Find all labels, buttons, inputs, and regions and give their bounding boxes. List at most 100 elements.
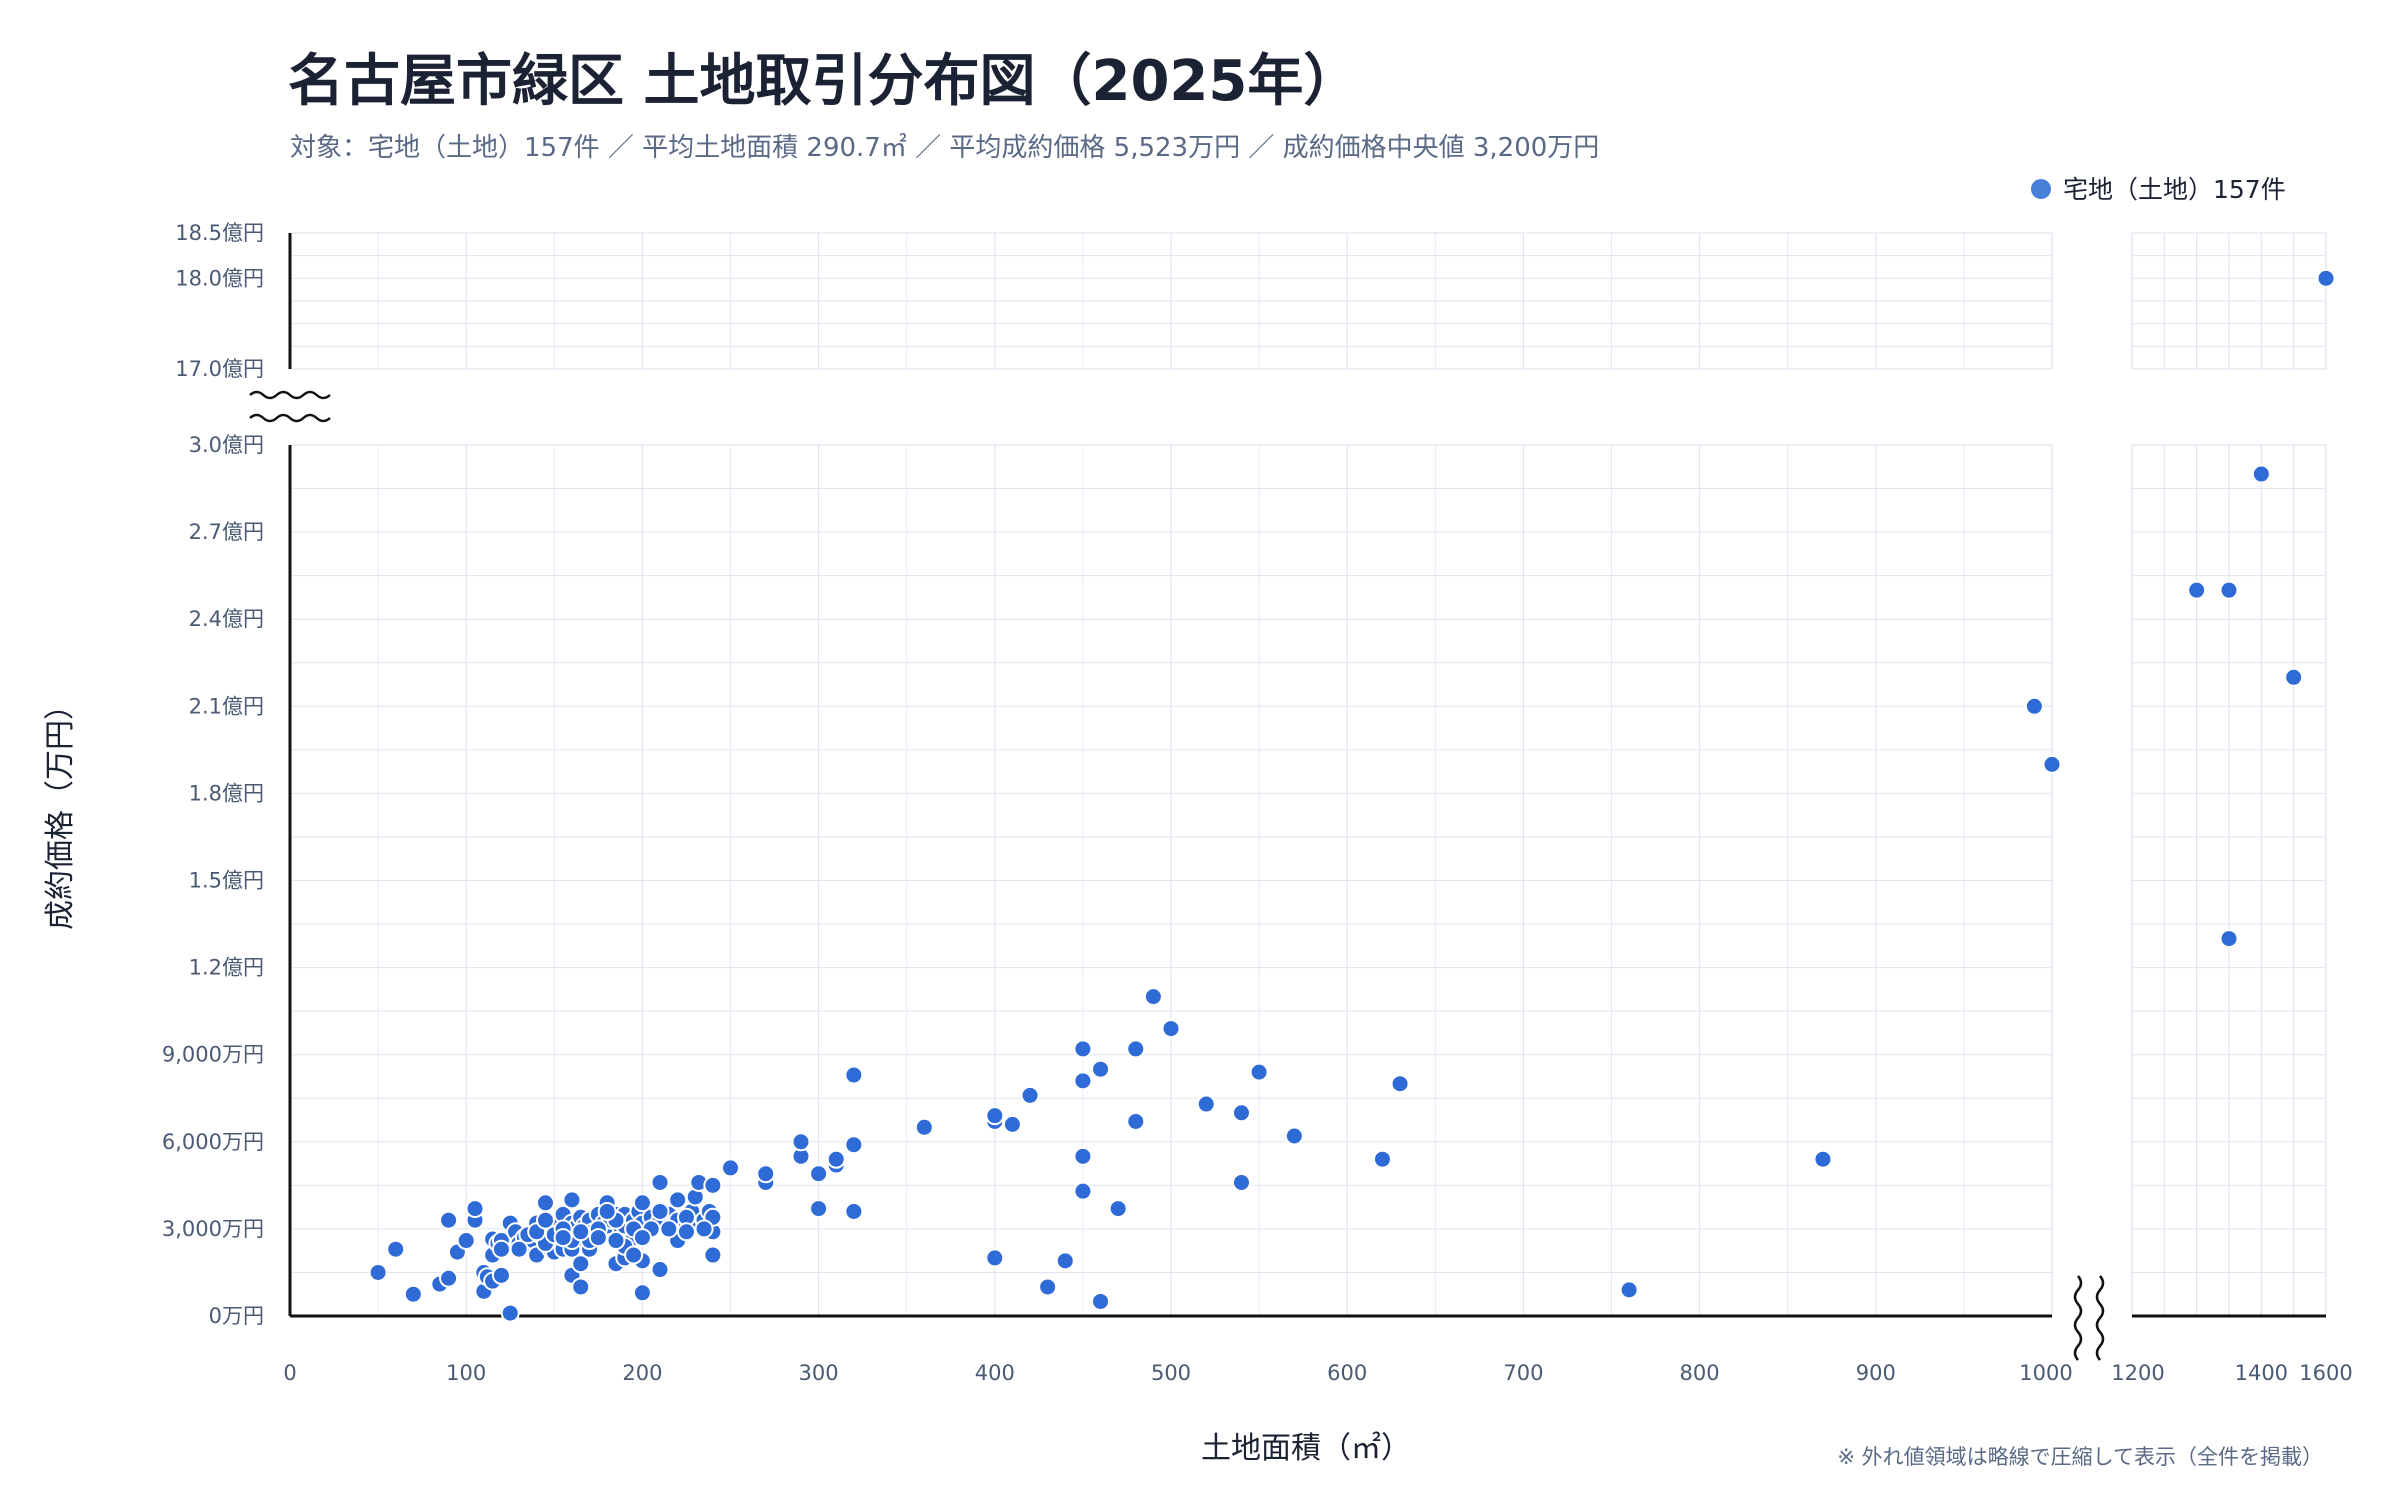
data-point bbox=[1813, 1149, 1833, 1169]
data-point bbox=[809, 1164, 829, 1184]
y-tick-label: 2.1億円 bbox=[189, 694, 264, 718]
data-point bbox=[456, 1231, 476, 1251]
data-point bbox=[2284, 667, 2304, 687]
legend: 宅地（土地）157件 bbox=[2031, 175, 2286, 204]
data-point bbox=[535, 1193, 555, 1213]
data-point bbox=[721, 1158, 740, 1178]
data-point bbox=[791, 1132, 811, 1152]
data-point bbox=[1284, 1126, 1304, 1146]
data-point bbox=[694, 1219, 714, 1239]
data-point bbox=[553, 1228, 573, 1248]
x-break-mask bbox=[2062, 1270, 2118, 1360]
data-point bbox=[1038, 1277, 1058, 1297]
data-point bbox=[826, 1149, 846, 1169]
data-point bbox=[703, 1245, 723, 1265]
y-tick-label: 2.4億円 bbox=[189, 607, 264, 631]
data-point bbox=[571, 1254, 591, 1274]
x-tick-label: 500 bbox=[1151, 1361, 1191, 1385]
x-tick-label: 1400 bbox=[2235, 1361, 2288, 1385]
data-point bbox=[1161, 1019, 1181, 1039]
data-point bbox=[535, 1210, 555, 1230]
y-tick-label: 1.2億円 bbox=[189, 956, 264, 980]
x-tick-label: 200 bbox=[622, 1361, 662, 1385]
data-point bbox=[844, 1135, 864, 1155]
x-tick-label: 1600 bbox=[2299, 1361, 2352, 1385]
data-point bbox=[1073, 1071, 1093, 1091]
data-point bbox=[1126, 1039, 1146, 1059]
data-point bbox=[650, 1201, 670, 1221]
data-points bbox=[368, 268, 2336, 1323]
data-point bbox=[439, 1268, 459, 1288]
data-point bbox=[1390, 1074, 1410, 1094]
x-tick-label: 700 bbox=[1503, 1361, 1543, 1385]
data-point bbox=[985, 1248, 1005, 1268]
tick-labels: 0 100 200 300 400 500 600 700 800 900 1000 1200 1400… bbox=[162, 221, 2353, 1385]
x-tick-label: 600 bbox=[1327, 1361, 1367, 1385]
data-point bbox=[571, 1222, 591, 1242]
data-point bbox=[571, 1277, 591, 1297]
data-point bbox=[624, 1245, 644, 1265]
y-tick-label: 17.0億円 bbox=[175, 357, 264, 381]
data-point bbox=[1002, 1114, 1022, 1134]
y-axis-break-mark bbox=[249, 413, 331, 423]
data-point bbox=[2187, 580, 2207, 600]
data-point bbox=[2219, 929, 2239, 949]
data-point bbox=[659, 1219, 679, 1239]
data-point bbox=[465, 1199, 485, 1219]
y-tick-label: 0万円 bbox=[209, 1304, 264, 1328]
data-point bbox=[844, 1065, 864, 1085]
data-point bbox=[1108, 1199, 1128, 1219]
data-point bbox=[597, 1201, 617, 1221]
x-tick-label: 300 bbox=[799, 1361, 839, 1385]
data-point bbox=[439, 1210, 459, 1230]
data-point bbox=[632, 1228, 652, 1248]
data-point bbox=[588, 1228, 608, 1248]
data-point bbox=[1126, 1111, 1146, 1131]
data-point bbox=[403, 1284, 423, 1304]
data-point bbox=[2024, 696, 2044, 716]
data-point bbox=[756, 1164, 776, 1184]
data-point bbox=[703, 1175, 723, 1195]
chart-title: 名古屋市緑区 土地取引分布図（2025年） bbox=[288, 49, 1359, 114]
data-point bbox=[1020, 1085, 1040, 1105]
data-point bbox=[1073, 1146, 1093, 1166]
data-point bbox=[1372, 1149, 1392, 1169]
data-point bbox=[386, 1239, 406, 1259]
x-axis-title: 土地面積（㎡） bbox=[1201, 1431, 1411, 1466]
data-point bbox=[562, 1190, 582, 1210]
y-tick-label: 3,000万円 bbox=[162, 1217, 264, 1241]
data-point bbox=[491, 1265, 511, 1285]
data-point bbox=[650, 1260, 670, 1280]
data-point bbox=[2219, 580, 2239, 600]
x-tick-label: 400 bbox=[975, 1361, 1015, 1385]
grid bbox=[289, 232, 2327, 1317]
footnote: ※ 外れ値領域は略線で圧縮して表示（全件を掲載） bbox=[1837, 1445, 2323, 1469]
y-tick-label: 1.5億円 bbox=[189, 869, 264, 893]
data-point bbox=[914, 1117, 934, 1137]
data-point bbox=[632, 1193, 652, 1213]
data-point bbox=[1073, 1181, 1093, 1201]
x-tick-label: 1200 bbox=[2111, 1361, 2164, 1385]
data-point bbox=[1143, 987, 1163, 1007]
x-tick-label: 0 bbox=[283, 1361, 296, 1385]
data-point bbox=[1619, 1280, 1639, 1300]
y-tick-label: 3.0億円 bbox=[189, 433, 264, 457]
data-point bbox=[650, 1172, 670, 1192]
x-tick-label: 100 bbox=[446, 1361, 486, 1385]
data-point bbox=[1231, 1172, 1251, 1192]
y-axis-title: 成約価格（万円） bbox=[43, 690, 78, 930]
data-point bbox=[1073, 1039, 1093, 1059]
data-point bbox=[1196, 1094, 1216, 1114]
data-point bbox=[1091, 1291, 1111, 1311]
chart-subtitle: 対象：宅地（土地）157件 ／ 平均土地面積 290.7㎡ ／ 平均成約価格 5… bbox=[290, 133, 1599, 163]
data-point bbox=[1231, 1103, 1251, 1123]
data-point bbox=[676, 1222, 696, 1242]
data-point bbox=[1091, 1059, 1111, 1079]
data-point bbox=[809, 1199, 829, 1219]
x-axis-break-mark bbox=[2073, 1275, 2083, 1361]
data-point bbox=[2042, 754, 2062, 774]
y-tick-label: 6,000万円 bbox=[162, 1130, 264, 1154]
x-axis-break-mark bbox=[2095, 1275, 2105, 1361]
x-tick-label: 800 bbox=[1680, 1361, 1720, 1385]
